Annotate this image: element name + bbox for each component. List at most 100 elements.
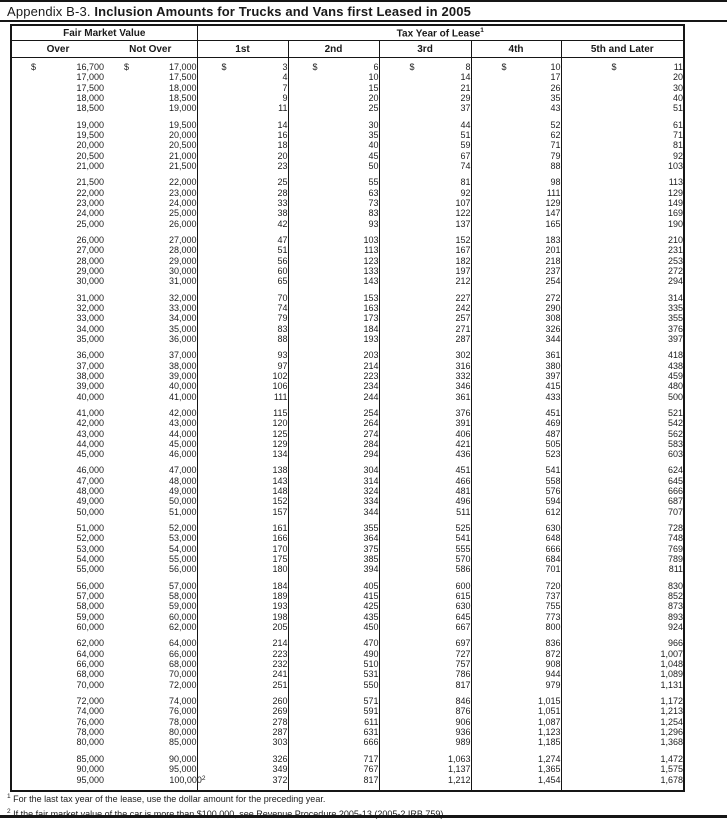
table-cell: 541 xyxy=(470,459,562,476)
table-cell: 18 xyxy=(196,140,289,151)
table-cell: 466 xyxy=(378,475,472,487)
table-cell: 237 xyxy=(470,265,562,277)
table-cell: 707 xyxy=(560,506,685,518)
table-cell: 76,000 xyxy=(76,716,104,727)
table-cell: 31,000 xyxy=(168,276,197,287)
table-cell: 137 xyxy=(378,218,472,229)
table-cell: 20,000 xyxy=(76,140,104,151)
table-cell: 125 xyxy=(196,428,289,439)
table-cell: 25,000 xyxy=(168,208,197,219)
table-cell: 51,000 xyxy=(76,523,104,534)
table-cell: 30,000 xyxy=(168,265,197,276)
table-cell: 80,000 xyxy=(76,737,104,748)
table-cell: 85,000 xyxy=(168,737,197,748)
table-cell: 9 xyxy=(196,92,289,104)
table-cell: 47,000 xyxy=(168,465,197,476)
table-cell: 79 xyxy=(196,313,289,324)
table-cell: 25 xyxy=(196,171,289,188)
table-row: 18,500 19,000 11 25 37 43 51 xyxy=(11,103,685,114)
table-cell: 451 xyxy=(470,401,562,419)
table-cell: 17 xyxy=(470,72,562,83)
table-cell: 308 xyxy=(470,313,562,324)
table-row: 66,000 68,000 232 510 757 908 1,048 xyxy=(11,659,685,670)
table-cell: 62,000 xyxy=(76,638,104,649)
table-cell: 17,500 xyxy=(168,72,197,83)
table-cell: 406 xyxy=(378,428,472,439)
table-cell: 45,000 xyxy=(168,438,197,449)
table-cell: 684 xyxy=(470,554,562,565)
table-cell: 45 xyxy=(287,150,380,161)
dollar-sign: $ xyxy=(31,62,37,72)
table-cell: 21 xyxy=(378,82,472,93)
table-cell: 611 xyxy=(287,716,380,728)
table-cell: 73 xyxy=(287,197,380,209)
table-cell: 29 xyxy=(378,92,472,104)
table-cell: 40,000 xyxy=(168,381,197,392)
table-cell: 576 xyxy=(470,486,562,497)
table-cell: 302 xyxy=(378,344,472,361)
table-row: 32,000 33,000 74 163 242 290 335 xyxy=(11,302,685,314)
table-cell: 115 xyxy=(196,401,289,419)
table-cell: 425 xyxy=(287,601,380,612)
table-cell: 56,000 xyxy=(76,580,104,591)
table-cell: 34,000 xyxy=(168,313,197,324)
table-row: 18,000 18,500 9 20 29 35 40 xyxy=(11,92,685,104)
table-cell: 435 xyxy=(287,611,380,623)
table-cell: 364 xyxy=(287,533,380,544)
table-cell: 11 xyxy=(196,103,289,114)
footnote-1-text: For the last tax year of the lease, use … xyxy=(13,794,326,804)
table-cell: 66,000 xyxy=(76,659,104,670)
table-cell: 469 xyxy=(470,418,562,429)
table-cell: 344 xyxy=(470,333,562,345)
col-header-not-over: Not Over xyxy=(104,40,198,58)
table-row: 21,500 22,000 25 55 81 98 113 xyxy=(11,171,685,188)
table-cell: 39,000 xyxy=(76,381,104,392)
table-cell: 182 xyxy=(378,255,472,266)
table-cell: 103 xyxy=(560,160,685,172)
table-row: 29,000 30,000 60 133 197 237 272 xyxy=(11,265,685,277)
table-cell: 67 xyxy=(378,150,472,161)
table-row: 55,000 56,000 180 394 586 701 811 xyxy=(11,564,685,575)
table-cell: $3 xyxy=(196,57,289,73)
table-cell: 123 xyxy=(287,255,380,266)
table-cell: 603 xyxy=(560,449,685,460)
table-cell: 64,000 xyxy=(76,648,104,659)
table-cell: 817 xyxy=(287,774,380,791)
table-cell: 43,000 xyxy=(76,428,104,439)
table-cell: 1,123 xyxy=(470,727,562,738)
table-cell: 24,000 xyxy=(76,208,104,219)
table-cell: 54,000 xyxy=(168,543,197,554)
table-cell: 129 xyxy=(560,187,685,198)
table-cell: 88 xyxy=(470,160,562,172)
table-cell: 42 xyxy=(196,218,289,229)
table-cell: 624 xyxy=(560,459,685,476)
table-cell: 44 xyxy=(378,113,472,130)
table-cell: 170 xyxy=(196,543,289,555)
table-cell: 22,000 xyxy=(168,177,197,188)
table-cell: 76,000 xyxy=(168,706,197,717)
table-group-header-row: Fair Market Value Tax Year of Lease1 xyxy=(11,25,685,41)
table-cell: 189 xyxy=(196,591,289,602)
table-cell: 767 xyxy=(287,764,380,775)
table-row: 39,000 40,000 106 234 346 415 480 xyxy=(11,381,685,392)
table-cell: 648 xyxy=(470,533,562,544)
table-cell: 22,000 xyxy=(76,187,104,198)
table-cell: 687 xyxy=(560,496,685,507)
table-cell: 989 xyxy=(378,737,472,748)
table-cell: 62 xyxy=(470,129,562,141)
table-cell: 271 xyxy=(378,323,472,334)
table-cell: 143 xyxy=(196,475,289,487)
table-cell: 79 xyxy=(470,150,562,161)
table-cell: 23 xyxy=(196,160,289,172)
table-cell: 165 xyxy=(470,218,562,229)
table-cell: 51 xyxy=(560,103,685,114)
table-cell: 332 xyxy=(378,370,472,382)
table-cell: 201 xyxy=(470,245,562,256)
table-cell: 811 xyxy=(560,564,685,575)
table-column-header-row: Over Not Over 1st 2nd 3rd 4th 5th and La… xyxy=(11,40,685,58)
table-cell: 30 xyxy=(287,113,380,130)
table-row: 57,000 58,000 189 415 615 737 852 xyxy=(11,591,685,602)
footnote-2-text: If the fair market value of the car is m… xyxy=(13,808,446,819)
table-cell: 748 xyxy=(560,533,685,544)
